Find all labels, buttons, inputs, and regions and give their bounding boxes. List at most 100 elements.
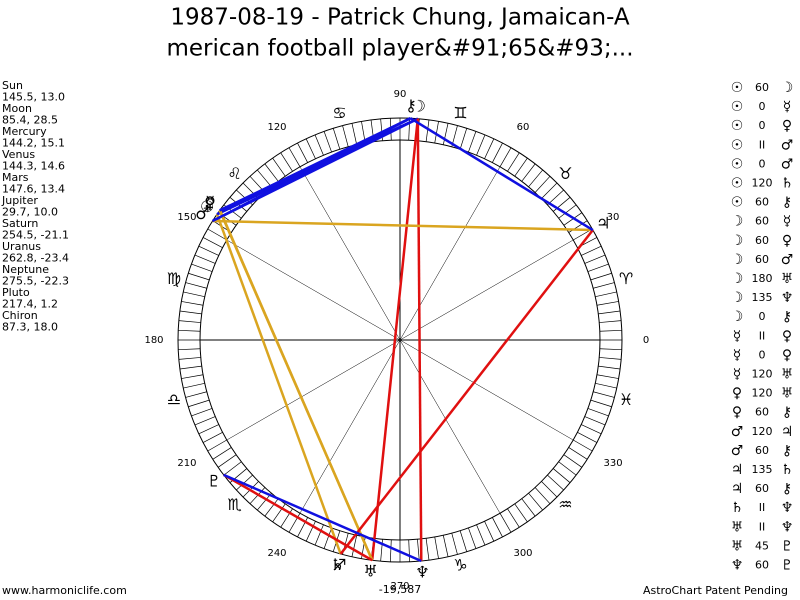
aspect-angle: 0 — [759, 119, 766, 132]
degree-label: 0 — [643, 335, 649, 346]
aspect-planet: ♀ — [782, 347, 792, 363]
aspect-planet: ♂ — [731, 443, 744, 459]
aspect-angle: II — [759, 520, 766, 533]
aspect-line — [223, 473, 422, 563]
planet-glyph: ♀ — [204, 193, 216, 212]
ring-tick — [451, 533, 458, 555]
ring-tick — [178, 357, 201, 360]
ring-tick — [185, 391, 207, 398]
spoke — [226, 239, 574, 441]
aspect-planet: ☽ — [731, 252, 744, 268]
ring-tick — [590, 399, 612, 408]
planet-name: Venus — [2, 148, 35, 161]
ring-tick — [297, 517, 308, 538]
aspect-angle: 135 — [752, 463, 773, 476]
aspect-angle: 60 — [755, 196, 769, 209]
ring-tick — [507, 508, 520, 528]
ring-tick — [552, 468, 571, 483]
ring-tick — [207, 439, 227, 452]
planet-glyph: ☉ — [200, 197, 214, 216]
ring-tick — [521, 163, 536, 182]
aspect-angle: 60 — [755, 482, 769, 495]
ring-tick — [581, 245, 602, 256]
ring-tick — [323, 131, 332, 153]
aspect-planet: ☉ — [731, 195, 744, 211]
aspect-planet: ♅ — [731, 538, 744, 554]
ring-tick — [468, 131, 477, 153]
aspect-planet: ☉ — [731, 80, 744, 96]
planet-coords: 144.3, 14.6 — [2, 160, 65, 173]
planet-name: Mars — [2, 171, 29, 184]
ring-tick — [442, 123, 449, 145]
aspect-planet: ♂ — [781, 252, 794, 268]
degree-label: 300 — [513, 548, 532, 559]
ring-tick — [587, 408, 609, 417]
ring-tick — [599, 329, 622, 332]
aspect-planet: ♇ — [781, 538, 794, 554]
ring-tick — [484, 521, 495, 542]
aspect-planet: ☽ — [781, 80, 794, 96]
aspect-planet: ☉ — [731, 176, 744, 192]
aspect-planet: ♂ — [781, 156, 794, 172]
planet-coords: 85.4, 28.5 — [2, 114, 58, 127]
aspect-planet: ♂ — [781, 137, 794, 153]
aspect-planet: ☿ — [733, 367, 742, 383]
aspect-planet: ♆ — [781, 519, 794, 535]
aspect-line — [409, 117, 594, 232]
sign-glyph: ♈ — [619, 269, 633, 288]
ring-tick — [552, 197, 571, 212]
planet-coords: 254.5, -21.1 — [2, 229, 69, 242]
degree-label: 180 — [144, 335, 163, 346]
ring-tick — [507, 152, 520, 172]
aspect-angle: 60 — [755, 215, 769, 228]
ring-tick — [417, 539, 420, 562]
ring-tick — [264, 498, 279, 517]
planet-glyph: ♄ — [330, 555, 344, 574]
aspect-planet: ♃ — [731, 462, 744, 478]
year-label: -19,587 — [379, 583, 421, 596]
planet-coords: 87.3, 18.0 — [2, 321, 58, 334]
degree-label: 330 — [603, 458, 622, 469]
ring-tick — [188, 399, 210, 408]
planet-glyph: ⚷ — [405, 96, 417, 115]
title-line: merican football player&#91;65&#93;... — [166, 36, 633, 62]
aspect-angle: 60 — [755, 406, 769, 419]
aspect-planet: ♃ — [781, 424, 794, 440]
aspect-angle: 120 — [752, 425, 773, 438]
ring-tick — [408, 539, 411, 562]
aspect-planet: ☽ — [731, 233, 744, 249]
ring-tick — [468, 527, 477, 549]
aspect-angle: II — [759, 138, 766, 151]
ring-tick — [181, 301, 204, 306]
ring-tick — [459, 128, 468, 150]
planet-glyph: ♂ — [195, 204, 209, 223]
degree-label: 60 — [517, 122, 530, 133]
ring-tick — [217, 454, 237, 468]
aspect-angle: 120 — [752, 368, 773, 381]
ring-tick — [514, 157, 528, 177]
ring-tick — [425, 538, 430, 561]
ring-tick — [599, 348, 622, 351]
ring-tick — [595, 382, 617, 389]
aspect-planet: ⚷ — [782, 443, 792, 459]
degree-label: 210 — [177, 458, 196, 469]
degree-label: 270 — [390, 581, 409, 592]
aspect-planet: ♄ — [731, 500, 744, 516]
aspect-planet: ♅ — [731, 519, 744, 535]
ring-tick — [389, 539, 392, 562]
ring-tick — [188, 272, 210, 281]
ring-tick — [314, 134, 324, 156]
ring-tick — [514, 503, 528, 523]
planet-glyph: ♆ — [415, 562, 429, 581]
ring-tick — [191, 263, 213, 272]
aspect-planet: ☽ — [731, 290, 744, 306]
aspect-angle: 0 — [759, 157, 766, 170]
aspect-angle: II — [759, 501, 766, 514]
ring-tick — [198, 245, 219, 256]
ring-tick — [442, 535, 449, 557]
planet-coords: 144.2, 15.1 — [2, 137, 65, 150]
aspect-angle: 180 — [752, 272, 773, 285]
ring-tick — [191, 408, 213, 417]
ring-tick — [593, 282, 615, 289]
planet-name: Saturn — [2, 217, 38, 230]
